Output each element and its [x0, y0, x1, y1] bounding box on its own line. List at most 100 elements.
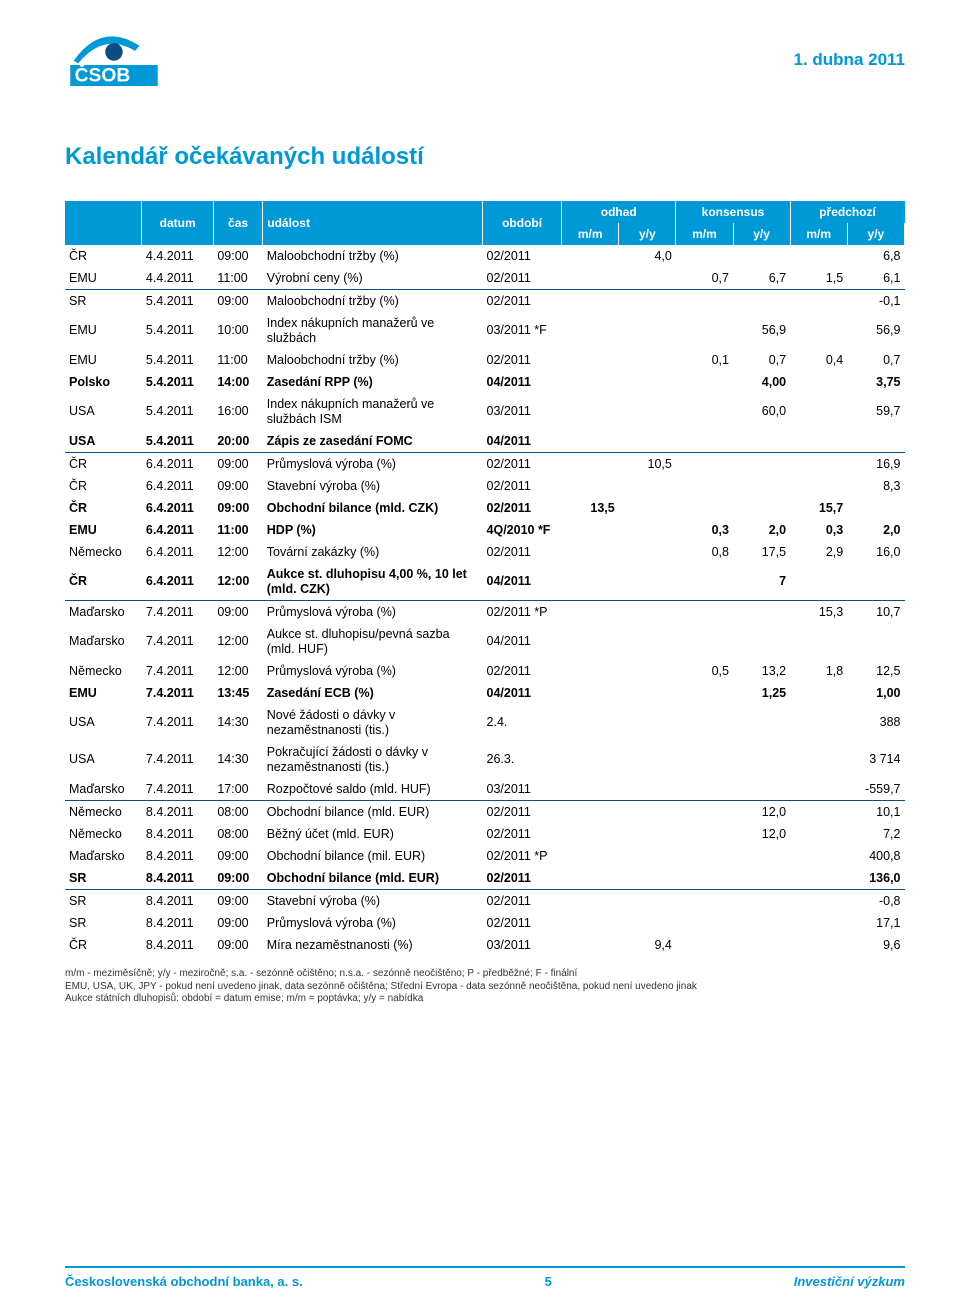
document-date: 1. dubna 2011 [794, 50, 906, 70]
table-row: ČR6.4.201109:00Obchodní bilance (mld. CZ… [65, 497, 905, 519]
cell-time: 11:00 [213, 519, 262, 541]
cell-period: 04/2011 [483, 430, 562, 453]
cell-region: Německo [65, 823, 142, 845]
cell-region: USA [65, 430, 142, 453]
cell-value [790, 867, 847, 890]
cell-event: Průmyslová výroba (%) [263, 453, 483, 476]
cell-date: 5.4.2011 [142, 290, 213, 313]
footer-section: Investiční výzkum [794, 1274, 905, 1289]
cell-region: Polsko [65, 371, 142, 393]
cell-value: -0,1 [847, 290, 904, 313]
svg-text:ČSOB: ČSOB [75, 65, 131, 87]
cell-value [619, 267, 676, 290]
cell-value [562, 519, 619, 541]
cell-date: 5.4.2011 [142, 430, 213, 453]
cell-region: SR [65, 912, 142, 934]
cell-date: 7.4.2011 [142, 682, 213, 704]
cell-value: 15,3 [790, 601, 847, 624]
cell-value [619, 430, 676, 453]
cell-period: 02/2011 [483, 867, 562, 890]
cell-event: Maloobchodní tržby (%) [263, 349, 483, 371]
cell-value [847, 430, 904, 453]
cell-period: 02/2011 *P [483, 845, 562, 867]
cell-region: Maďarsko [65, 845, 142, 867]
cell-value [733, 890, 790, 913]
cell-region: Německo [65, 541, 142, 563]
cell-value [733, 623, 790, 660]
cell-value [562, 453, 619, 476]
cell-time: 10:00 [213, 312, 262, 349]
cell-value [790, 430, 847, 453]
cell-value [676, 430, 733, 453]
cell-time: 12:00 [213, 541, 262, 563]
cell-value [562, 430, 619, 453]
cell-event: Zápis ze zasedání FOMC [263, 430, 483, 453]
cell-date: 5.4.2011 [142, 312, 213, 349]
cell-value: 6,8 [847, 245, 904, 267]
cell-value [619, 349, 676, 371]
cell-value [733, 245, 790, 267]
table-row: ČR8.4.201109:00Míra nezaměstnanosti (%)0… [65, 934, 905, 956]
cell-value: 59,7 [847, 393, 904, 430]
cell-value: 1,5 [790, 267, 847, 290]
cell-event: Stavební výroba (%) [263, 475, 483, 497]
cell-event: HDP (%) [263, 519, 483, 541]
cell-time: 09:00 [213, 453, 262, 476]
cell-value [790, 912, 847, 934]
cell-value [619, 845, 676, 867]
table-row: Německo8.4.201108:00Běžný účet (mld. EUR… [65, 823, 905, 845]
cell-value [562, 267, 619, 290]
cell-event: Průmyslová výroba (%) [263, 660, 483, 682]
cell-value [790, 475, 847, 497]
cell-date: 7.4.2011 [142, 704, 213, 741]
cell-value: 12,5 [847, 660, 904, 682]
cell-value: 3 714 [847, 741, 904, 778]
cell-value [676, 704, 733, 741]
cell-event: Rozpočtové saldo (mld. HUF) [263, 778, 483, 801]
cell-value: 0,3 [790, 519, 847, 541]
cell-value: 136,0 [847, 867, 904, 890]
cell-event: Běžný účet (mld. EUR) [263, 823, 483, 845]
cell-value [619, 890, 676, 913]
cell-date: 7.4.2011 [142, 601, 213, 624]
cell-value [790, 682, 847, 704]
cell-date: 8.4.2011 [142, 890, 213, 913]
cell-value: 1,8 [790, 660, 847, 682]
page-title: Kalendář očekávaných událostí [65, 143, 905, 171]
table-row: EMU7.4.201113:45Zasedání ECB (%)04/20111… [65, 682, 905, 704]
footer-page-number: 5 [545, 1274, 552, 1289]
table-row: EMU6.4.201111:00HDP (%)4Q/2010 *F0,32,00… [65, 519, 905, 541]
cell-value [562, 312, 619, 349]
cell-date: 6.4.2011 [142, 519, 213, 541]
cell-value [676, 912, 733, 934]
cell-period: 04/2011 [483, 563, 562, 601]
cell-value [562, 371, 619, 393]
cell-value [733, 845, 790, 867]
cell-value [562, 912, 619, 934]
cell-time: 09:00 [213, 290, 262, 313]
table-row: Polsko5.4.201114:00Zasedání RPP (%)04/20… [65, 371, 905, 393]
cell-time: 09:00 [213, 245, 262, 267]
col-pred-mm: m/m [790, 223, 847, 245]
table-row: SR8.4.201109:00Obchodní bilance (mld. EU… [65, 867, 905, 890]
cell-value [619, 823, 676, 845]
cell-date: 7.4.2011 [142, 741, 213, 778]
cell-value: 9,6 [847, 934, 904, 956]
cell-event: Aukce st. dluhopisu/pevná sazba (mld. HU… [263, 623, 483, 660]
cell-value [676, 801, 733, 824]
cell-value [619, 660, 676, 682]
cell-region: EMU [65, 349, 142, 371]
cell-value [676, 497, 733, 519]
cell-event: Aukce st. dluhopisu 4,00 %, 10 let (mld.… [263, 563, 483, 601]
col-odhad-mm: m/m [562, 223, 619, 245]
table-row: SR8.4.201109:00Průmyslová výroba (%)02/2… [65, 912, 905, 934]
cell-event: Index nákupních manažerů ve službách [263, 312, 483, 349]
cell-region: SR [65, 867, 142, 890]
cell-value [733, 497, 790, 519]
cell-value [619, 704, 676, 741]
cell-value: 12,0 [733, 801, 790, 824]
cell-event: Nové žádosti o dávky v nezaměstnanosti (… [263, 704, 483, 741]
cell-value [619, 393, 676, 430]
table-row: USA5.4.201120:00Zápis ze zasedání FOMC04… [65, 430, 905, 453]
cell-value [790, 312, 847, 349]
